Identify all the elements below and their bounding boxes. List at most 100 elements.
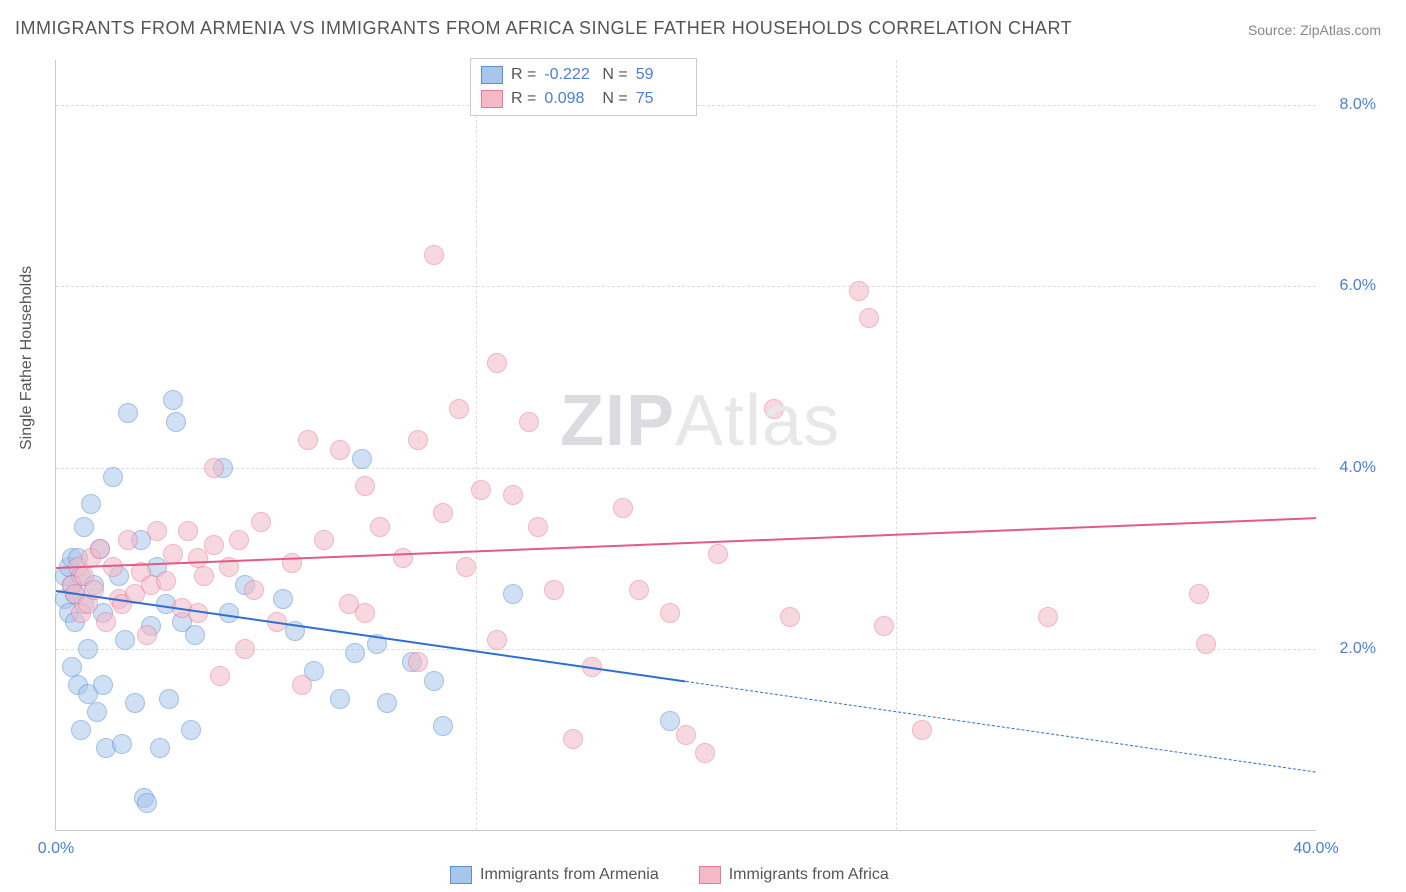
data-point bbox=[676, 725, 696, 745]
legend-n-value: 59 bbox=[636, 63, 686, 87]
data-point bbox=[629, 580, 649, 600]
data-point bbox=[503, 485, 523, 505]
data-point bbox=[471, 480, 491, 500]
data-point bbox=[352, 449, 372, 469]
data-point bbox=[292, 675, 312, 695]
data-point bbox=[433, 716, 453, 736]
watermark-light: Atlas bbox=[675, 381, 840, 461]
legend-r-value: 0.098 bbox=[544, 87, 594, 111]
legend-n-value: 75 bbox=[636, 87, 686, 111]
legend-row: R = -0.222 N = 59 bbox=[481, 63, 686, 87]
data-point bbox=[210, 666, 230, 686]
data-point bbox=[156, 571, 176, 591]
data-point bbox=[78, 639, 98, 659]
data-point bbox=[118, 403, 138, 423]
y-tick-label: 4.0% bbox=[1340, 459, 1376, 477]
data-point bbox=[874, 616, 894, 636]
legend-swatch bbox=[450, 866, 472, 884]
data-point bbox=[377, 693, 397, 713]
data-point bbox=[112, 734, 132, 754]
data-point bbox=[204, 535, 224, 555]
data-point bbox=[345, 643, 365, 663]
legend-r-value: -0.222 bbox=[544, 63, 594, 87]
chart-title: IMMIGRANTS FROM ARMENIA VS IMMIGRANTS FR… bbox=[15, 18, 1072, 39]
data-point bbox=[613, 498, 633, 518]
watermark-bold: ZIP bbox=[560, 381, 675, 461]
data-point bbox=[251, 512, 271, 532]
data-point bbox=[244, 580, 264, 600]
data-point bbox=[81, 494, 101, 514]
series-name: Immigrants from Armenia bbox=[480, 866, 659, 884]
legend-swatch bbox=[481, 90, 503, 108]
data-point bbox=[103, 467, 123, 487]
x-tick-label: 0.0% bbox=[38, 840, 74, 858]
y-tick-label: 6.0% bbox=[1340, 277, 1376, 295]
data-point bbox=[298, 430, 318, 450]
data-point bbox=[780, 607, 800, 627]
data-point bbox=[204, 458, 224, 478]
legend-r-label: R = bbox=[511, 63, 536, 87]
series-legend-item: Immigrants from Africa bbox=[699, 866, 889, 884]
data-point bbox=[912, 720, 932, 740]
series-name: Immigrants from Africa bbox=[729, 866, 889, 884]
data-point bbox=[487, 630, 507, 650]
data-point bbox=[163, 390, 183, 410]
data-point bbox=[563, 729, 583, 749]
vgridline bbox=[476, 60, 477, 830]
legend-r-label: R = bbox=[511, 87, 536, 111]
data-point bbox=[487, 353, 507, 373]
data-point bbox=[159, 689, 179, 709]
gridline bbox=[56, 468, 1316, 469]
trend-line-extrapolated bbox=[686, 681, 1316, 773]
y-tick-label: 8.0% bbox=[1340, 96, 1376, 114]
data-point bbox=[147, 521, 167, 541]
legend-row: R =0.098N =75 bbox=[481, 87, 686, 111]
watermark: ZIPAtlas bbox=[560, 380, 840, 462]
y-tick-label: 2.0% bbox=[1340, 640, 1376, 658]
data-point bbox=[103, 557, 123, 577]
data-point bbox=[355, 603, 375, 623]
data-point bbox=[62, 657, 82, 677]
vgridline bbox=[896, 60, 897, 830]
data-point bbox=[408, 652, 428, 672]
data-point bbox=[163, 544, 183, 564]
series-legend-item: Immigrants from Armenia bbox=[450, 866, 659, 884]
data-point bbox=[849, 281, 869, 301]
data-point bbox=[219, 603, 239, 623]
source-label: Source: ZipAtlas.com bbox=[1248, 22, 1381, 38]
data-point bbox=[194, 566, 214, 586]
data-point bbox=[859, 308, 879, 328]
data-point bbox=[166, 412, 186, 432]
data-point bbox=[370, 517, 390, 537]
data-point bbox=[93, 675, 113, 695]
data-point bbox=[137, 793, 157, 813]
data-point bbox=[181, 720, 201, 740]
data-point bbox=[695, 743, 715, 763]
data-point bbox=[1038, 607, 1058, 627]
data-point bbox=[355, 476, 375, 496]
data-point bbox=[528, 517, 548, 537]
data-point bbox=[87, 702, 107, 722]
data-point bbox=[71, 720, 91, 740]
data-point bbox=[456, 557, 476, 577]
gridline bbox=[56, 286, 1316, 287]
data-point bbox=[519, 412, 539, 432]
x-tick-label: 40.0% bbox=[1293, 840, 1338, 858]
data-point bbox=[96, 612, 116, 632]
data-point bbox=[330, 440, 350, 460]
data-point bbox=[314, 530, 334, 550]
data-point bbox=[433, 503, 453, 523]
data-point bbox=[544, 580, 564, 600]
data-point bbox=[1196, 634, 1216, 654]
correlation-legend: R = -0.222 N = 59R = 0.098 N = 75 bbox=[470, 58, 697, 116]
legend-swatch bbox=[699, 866, 721, 884]
data-point bbox=[393, 548, 413, 568]
data-point bbox=[660, 603, 680, 623]
data-point bbox=[118, 530, 138, 550]
y-axis-label: Single Father Households bbox=[18, 266, 36, 450]
data-point bbox=[188, 548, 208, 568]
data-point bbox=[90, 539, 110, 559]
legend-n-label: N = bbox=[602, 63, 627, 87]
data-point bbox=[1189, 584, 1209, 604]
data-point bbox=[185, 625, 205, 645]
